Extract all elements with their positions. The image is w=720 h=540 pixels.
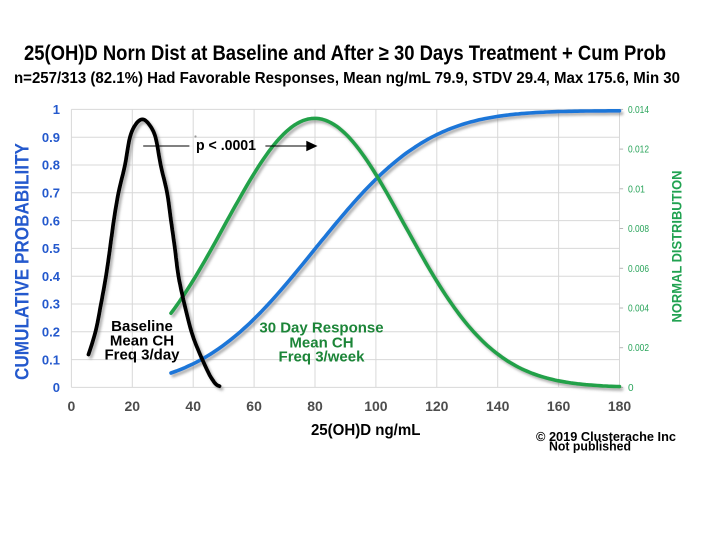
svg-text:40: 40 (185, 398, 201, 414)
svg-text:120: 120 (425, 398, 449, 414)
svg-text:0.2: 0.2 (42, 325, 60, 340)
svg-text:180: 180 (608, 398, 632, 414)
svg-text:160: 160 (547, 398, 571, 414)
svg-text:p < .0001: p < .0001 (196, 137, 256, 154)
svg-text:100: 100 (364, 398, 388, 414)
svg-text:0: 0 (68, 398, 76, 414)
svg-text:60: 60 (246, 398, 262, 414)
svg-text:0.7: 0.7 (42, 186, 60, 201)
svg-text:0.002: 0.002 (628, 343, 649, 354)
svg-text:140: 140 (486, 398, 510, 414)
svg-text:0: 0 (53, 380, 60, 395)
svg-text:80: 80 (307, 398, 323, 414)
svg-text:0.9: 0.9 (42, 130, 60, 145)
svg-text:0.014: 0.014 (628, 105, 649, 116)
svg-text:Freq 3/week: Freq 3/week (279, 349, 366, 366)
svg-text:30 Day Response: 30 Day Response (259, 320, 383, 337)
svg-text:CUMULATIVE PROBABILIITY: CUMULATIVE PROBABILIITY (13, 143, 34, 380)
svg-text:0.008: 0.008 (628, 224, 649, 235)
svg-text:NORMAL DISTRIBUTION: NORMAL DISTRIBUTION (669, 171, 685, 323)
svg-text:Freq 3/day: Freq 3/day (104, 347, 180, 364)
svg-text:0.004: 0.004 (628, 304, 649, 315)
svg-text:0.1: 0.1 (42, 352, 60, 367)
svg-text:n=257/313 (82.1%) Had Favorabl: n=257/313 (82.1%) Had Favorable Response… (14, 70, 680, 87)
svg-text:0.8: 0.8 (42, 158, 60, 173)
svg-text:Mean CH: Mean CH (289, 335, 353, 352)
svg-text:0: 0 (628, 383, 634, 394)
svg-text:0.3: 0.3 (42, 297, 60, 312)
svg-text:25(OH)D ng/mL: 25(OH)D ng/mL (311, 422, 421, 439)
svg-text:25(OH)D Norn Dist at Baseline: 25(OH)D Norn Dist at Baseline and After … (24, 42, 666, 65)
svg-text:0.4: 0.4 (42, 269, 61, 284)
svg-text:0.006: 0.006 (628, 264, 649, 275)
svg-text:Baseline: Baseline (111, 318, 173, 335)
svg-text:20: 20 (125, 398, 141, 414)
svg-text:© 2019 Clusterache Inc: © 2019 Clusterache Inc (536, 430, 676, 444)
svg-text:0.01: 0.01 (628, 184, 645, 195)
svg-text:0.012: 0.012 (628, 145, 649, 156)
svg-text:Mean CH: Mean CH (110, 333, 174, 350)
svg-text:0.5: 0.5 (42, 241, 60, 256)
svg-text:0.6: 0.6 (42, 213, 60, 228)
svg-text:Not published: Not published (549, 440, 631, 454)
svg-text:1: 1 (53, 102, 60, 117)
